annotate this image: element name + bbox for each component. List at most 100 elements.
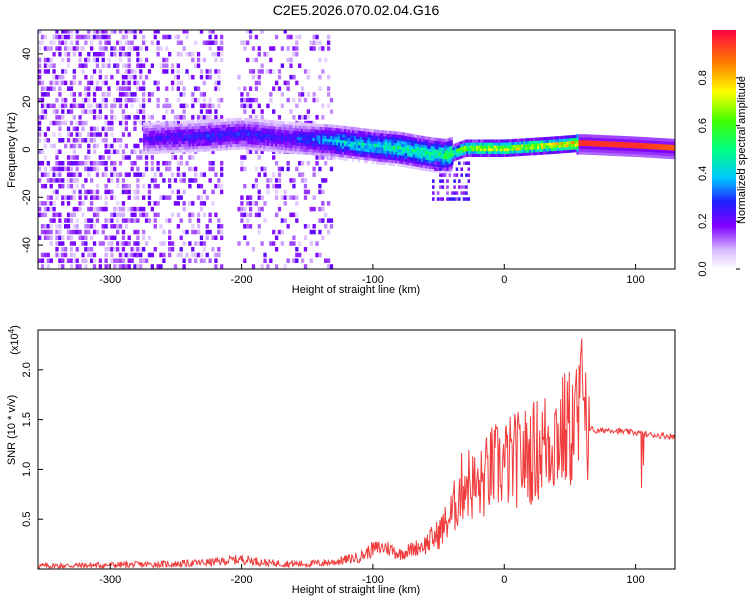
heatmap-cell [424,145,428,149]
heatmap-cell [194,252,198,258]
heatmap-cell [168,235,172,241]
heatmap-cell [355,144,359,148]
heatmap-cell [318,143,321,148]
heatmap-cell [407,150,410,154]
heatmap-cell [373,149,376,153]
heatmap-cell [359,145,363,149]
heatmap-cell [615,150,619,154]
heatmap-cell [110,235,114,241]
heatmap-cell [64,166,68,172]
heatmap-cell [349,129,353,133]
heatmap-cell [403,132,406,136]
heatmap-cell [58,212,62,218]
heatmap-cell [130,103,134,109]
heatmap-cell [653,149,656,153]
heatmap-cell [308,143,311,147]
heatmap-cell [107,92,111,97]
heatmap-cell [104,40,108,46]
heatmap-cell [144,166,149,172]
heatmap-cell [438,141,441,145]
heatmap-cell [608,143,611,148]
heatmap-cell [453,179,456,183]
heatmap-cell [168,218,172,223]
heatmap-cell [537,143,540,147]
heatmap-cell [271,128,274,132]
heatmap-cell [46,160,50,166]
heatmap-cell [124,103,128,109]
heatmap-cell [237,137,241,141]
heatmap-cell [241,131,244,136]
heatmap-cell [347,135,351,139]
heatmap-cell [304,125,308,129]
heatmap-cell [631,139,635,143]
heatmap-cell [298,241,302,246]
heatmap-cell [92,229,97,235]
colorbar-label: Normalized spectral amplitude [736,76,748,224]
heatmap-cell [220,160,224,166]
heatmap-cell [243,86,247,91]
heatmap-cell [271,143,274,147]
heatmap-cell [202,145,205,149]
heatmap-cell [275,129,278,133]
heatmap-cell [107,63,111,68]
heatmap-cell [147,122,150,126]
snr-xtick-label: -100 [362,574,384,586]
heatmap-cell [159,172,163,177]
heatmap-cell [257,147,260,151]
heatmap-cell [116,218,120,223]
heatmap-cell [152,124,156,128]
heatmap-cell [172,144,176,148]
heatmap-cell [267,145,270,149]
heatmap-cell [472,153,475,158]
heatmap-cell [371,157,375,162]
heatmap-cell [272,241,276,246]
heatmap-cell [142,235,146,241]
heatmap-cell [180,135,183,139]
heatmap-cell [95,212,100,218]
heatmap-cell [367,131,371,135]
snr-scale-label: (x104) [7,325,21,355]
heatmap-cell [295,247,299,252]
heatmap-cell [160,144,164,148]
heatmap-cell [75,40,79,46]
heatmap-cell [55,46,59,51]
heatmap-cell [345,149,349,153]
heatmap-cell [81,109,85,114]
heatmap-cell [661,149,664,153]
heatmap-cell [627,147,631,151]
spectrogram-ytick-label: 40 [21,48,33,60]
heatmap-cell [147,124,150,129]
heatmap-cell [280,121,284,125]
heatmap-cell [121,264,126,269]
heatmap-cell [136,172,140,177]
heatmap-cell [355,138,359,143]
heatmap-cell [574,146,577,150]
heatmap-cell [133,46,137,51]
heatmap-cell [231,141,235,145]
heatmap-cell [411,154,414,158]
heatmap-cell [78,46,82,51]
heatmap-cell [38,74,42,80]
heatmap-cell [235,135,239,139]
heatmap-cell [259,127,262,131]
heatmap-cell [265,119,268,123]
heatmap-cell [58,160,62,166]
heatmap-cell [213,127,217,131]
heatmap-cell [318,126,321,130]
heatmap-cell [592,148,595,153]
heatmap-cell [178,123,181,127]
heatmap-cell [619,138,623,142]
heatmap-cell [519,138,522,142]
heatmap-cell [247,146,250,150]
heatmap-cell [58,235,62,241]
heatmap-cell [176,212,180,218]
heatmap-cell [257,229,261,235]
heatmap-cell [470,139,473,143]
heatmap-cell [196,218,201,223]
heatmap-cell [546,148,550,152]
heatmap-cell [277,123,280,127]
heatmap-cell [456,142,459,146]
heatmap-cell [145,142,148,146]
heatmap-cell [148,150,152,154]
spectrogram-xtick-label: -100 [362,274,384,286]
